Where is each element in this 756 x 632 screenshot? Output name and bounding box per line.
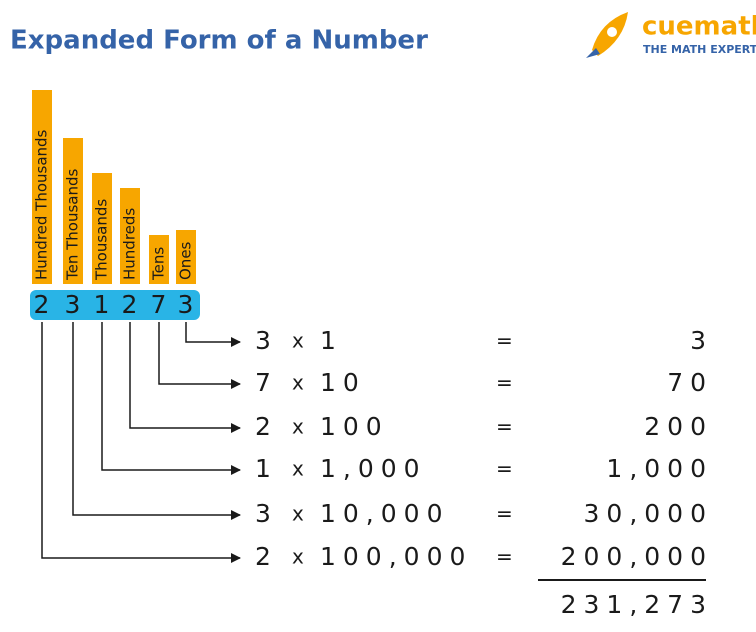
row-result: 70 [667, 368, 713, 397]
row-equals: = [496, 502, 513, 526]
row-times: x [292, 329, 304, 353]
rocket-flame [586, 48, 600, 58]
row-multiplier: 1 [320, 326, 343, 355]
place-digit: 2 [122, 290, 145, 319]
place-label: Hundred Thousands [33, 129, 51, 280]
place-bar [92, 173, 112, 284]
brand: cuemath [642, 12, 756, 42]
place-digit: 7 [151, 290, 174, 319]
place-digit: 3 [178, 290, 201, 319]
place-label: Hundreds [121, 208, 139, 280]
row-multiplier: 100 [320, 412, 389, 441]
row-times: x [292, 545, 304, 569]
connector [158, 322, 241, 389]
row-multiplier: 10,000 [320, 499, 449, 528]
place-bar [149, 235, 169, 284]
place-bar [120, 188, 140, 284]
row-times: x [292, 415, 304, 439]
row-digit: 7 [255, 368, 278, 397]
row-equals: = [496, 329, 513, 353]
row-digit: 1 [255, 454, 278, 483]
rocket-window [607, 27, 617, 37]
row-equals: = [496, 415, 513, 439]
place-digit: 1 [94, 290, 117, 319]
place-label: Ones [177, 241, 195, 280]
row-equals: = [496, 545, 513, 569]
place-label: Ten Thousands [64, 168, 82, 281]
place-bar [176, 230, 196, 284]
connector [129, 322, 241, 433]
row-result: 3 [690, 326, 713, 355]
content: Hundred Thousands 2 Ten Thousands 3 Thousand… [32, 90, 713, 619]
row-times: x [292, 457, 304, 481]
place-label: Thousands [93, 199, 111, 281]
title: Expanded Form of a Number [10, 26, 428, 56]
place-label: Tens [150, 247, 168, 281]
row-result: 200 [644, 412, 713, 441]
connector [72, 322, 241, 520]
row-result: 1,000 [606, 454, 713, 483]
connector [41, 322, 241, 563]
digits-box [30, 290, 200, 320]
connector [101, 322, 241, 475]
logo: cuemath THE MATH EXPERT [586, 12, 756, 58]
row-multiplier: 100,000 [320, 542, 472, 571]
row-digit: 2 [255, 542, 278, 571]
row-equals: = [496, 371, 513, 395]
row-times: x [292, 371, 304, 395]
place-bar [63, 138, 83, 284]
total: 231,273 [561, 590, 713, 619]
place-bar [32, 90, 52, 284]
place-digit: 2 [34, 290, 57, 319]
connector [185, 322, 241, 347]
place-digit: 3 [65, 290, 88, 319]
row-result: 200,000 [561, 542, 713, 571]
row-times: x [292, 502, 304, 526]
row-digit: 3 [255, 326, 278, 355]
row-digit: 3 [255, 499, 278, 528]
row-equals: = [496, 457, 513, 481]
tagline: THE MATH EXPERT [643, 43, 756, 56]
row-multiplier: 1,000 [320, 454, 427, 483]
row-result: 30,000 [584, 499, 713, 528]
row-digit: 2 [255, 412, 278, 441]
row-multiplier: 10 [320, 368, 366, 397]
